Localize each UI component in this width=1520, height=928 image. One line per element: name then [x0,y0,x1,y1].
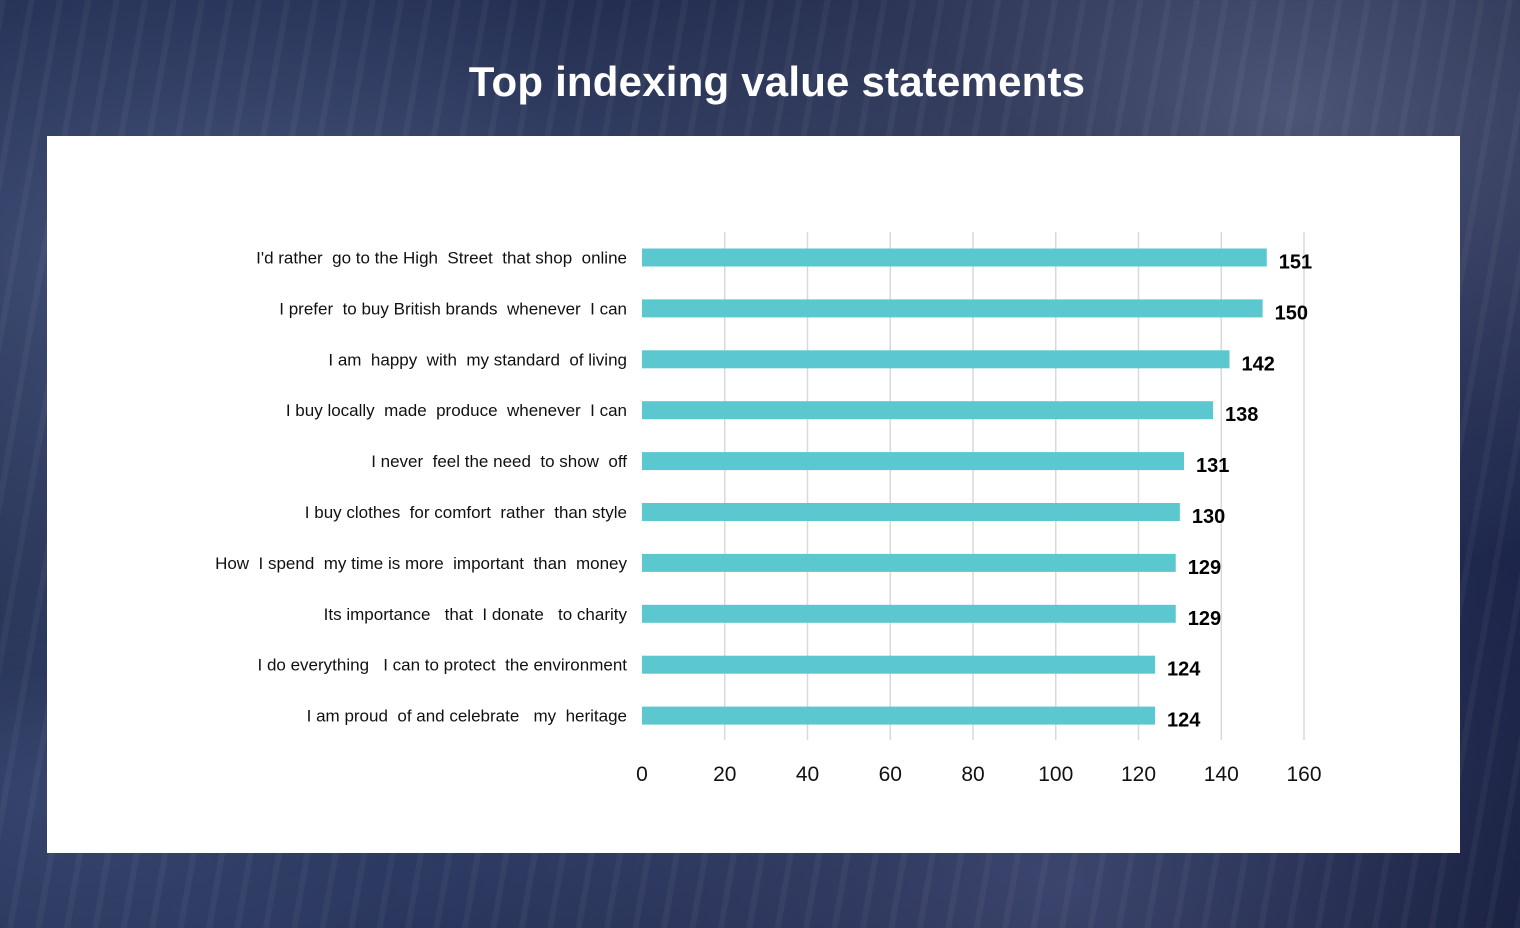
bar [642,452,1185,471]
x-tick-label: 100 [1038,763,1073,786]
value-label: 142 [1242,353,1275,375]
value-label: 151 [1279,252,1312,274]
bar-chart: 0 20 40 60 80 100 120 140 160 I'd rather go to th… [215,232,1322,786]
bar [642,706,1156,725]
category-label: I prefer to buy British brands whenever … [279,299,627,318]
value-label: 150 [1275,302,1308,324]
value-label: 129 [1188,608,1221,630]
bar [642,553,1176,572]
x-tick-label: 20 [713,763,736,786]
category-label: I never feel the need to show off [371,452,627,471]
x-tick-label: 60 [879,763,902,786]
value-label: 124 [1167,710,1201,732]
x-tick-label: 80 [961,763,984,786]
category-label: How I spend my time is more important th… [215,554,627,573]
x-tick-label: 120 [1121,763,1156,786]
bar [642,503,1180,521]
bar [642,655,1156,674]
x-tick-label: 140 [1204,763,1239,786]
page-title: Top indexing value statements [468,58,1086,105]
category-label: I buy clothes for comfort rather than st… [305,503,627,522]
value-label: 138 [1225,404,1258,426]
category-label: I buy locally made produce whenever I ca… [286,401,627,420]
category-label: I am happy with my standard of living [328,350,627,369]
x-tick-label: 160 [1286,763,1321,786]
category-label: Its importance that I donate to charity [324,605,628,624]
bar [642,299,1263,318]
chart-panel: 0 20 40 60 80 100 120 140 160 I'd rather go to th… [47,136,1460,853]
bar [642,604,1176,623]
category-label: I do everything I can to protect the env… [258,656,628,675]
value-label: 129 [1188,557,1221,579]
bar [642,350,1230,369]
value-label: 130 [1192,506,1225,528]
x-tick-label: 0 [636,763,648,786]
bar [642,401,1213,420]
category-label: I am proud of and celebrate my heritage [307,707,627,726]
value-label: 131 [1196,455,1229,477]
bar [642,248,1267,267]
category-label: I'd rather go to the High Street that sh… [256,249,627,268]
value-label: 124 [1167,659,1201,681]
x-tick-label: 40 [796,763,819,786]
